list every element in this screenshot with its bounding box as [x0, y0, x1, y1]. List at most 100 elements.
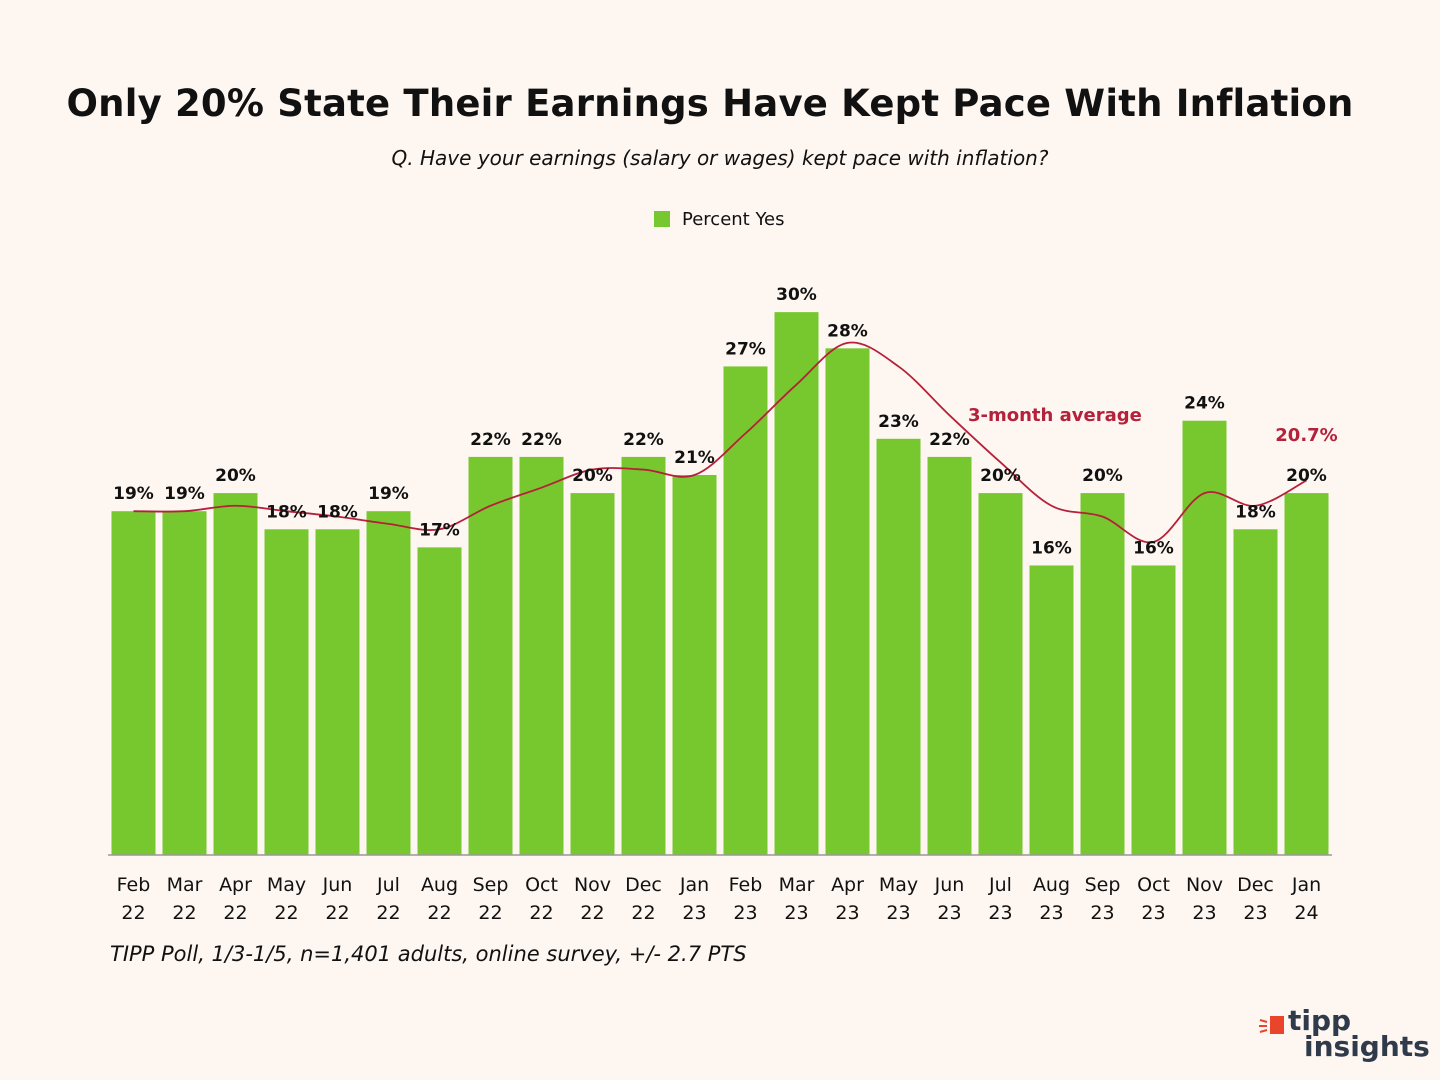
x-tick-month-5: Jul [376, 874, 400, 896]
bar-5 [366, 511, 411, 855]
bar-value-label-9: 20% [572, 466, 613, 486]
bar-4 [315, 529, 360, 855]
x-tick-month-21: Nov [1186, 874, 1223, 896]
x-tick-year-14: 23 [835, 902, 859, 924]
x-tick-month-15: May [879, 874, 918, 896]
x-tick-year-1: 22 [172, 902, 196, 924]
bar-value-label-5: 19% [368, 484, 409, 504]
bar-14 [825, 348, 870, 855]
x-tick-year-7: 22 [478, 902, 502, 924]
bar-value-label-19: 20% [1082, 466, 1123, 486]
bar-19 [1080, 493, 1125, 855]
x-tick-month-0: Feb [117, 874, 151, 896]
x-tick-month-7: Sep [473, 874, 509, 896]
bar-value-label-20: 16% [1133, 538, 1174, 558]
x-tick-year-23: 24 [1294, 902, 1318, 924]
x-tick-month-3: May [267, 874, 306, 896]
bar-value-label-21: 24% [1184, 394, 1225, 414]
x-tick-year-21: 23 [1192, 902, 1216, 924]
bar-value-label-3: 18% [266, 502, 307, 522]
x-tick-month-17: Jul [988, 874, 1012, 896]
x-tick-year-17: 23 [988, 902, 1012, 924]
bar-9 [570, 493, 615, 855]
x-tick-month-8: Oct [525, 874, 558, 896]
bar-value-label-10: 22% [623, 430, 664, 450]
x-tick-year-10: 22 [631, 902, 655, 924]
brand-mark-icon [1259, 1016, 1284, 1034]
x-tick-month-14: Apr [831, 874, 864, 896]
x-tick-year-22: 23 [1243, 902, 1267, 924]
bar-2 [213, 493, 258, 855]
bar-value-label-1: 19% [164, 484, 205, 504]
bar-20 [1131, 565, 1176, 855]
legend-swatch-percent-yes [654, 211, 670, 227]
x-tick-month-11: Jan [679, 874, 709, 896]
x-tick-month-19: Sep [1085, 874, 1121, 896]
x-tick-month-16: Jun [934, 874, 965, 896]
x-tick-year-18: 23 [1039, 902, 1063, 924]
bar-22 [1233, 529, 1278, 855]
x-tick-month-6: Aug [421, 874, 458, 896]
bar-23 [1284, 493, 1329, 855]
bar-15 [876, 438, 921, 855]
bar-value-label-13: 30% [776, 285, 817, 305]
x-tick-month-10: Dec [625, 874, 662, 896]
x-tick-month-13: Mar [779, 874, 815, 896]
x-tick-month-1: Mar [167, 874, 203, 896]
x-tick-year-6: 22 [427, 902, 451, 924]
bar-3 [264, 529, 309, 855]
bar-11 [672, 475, 717, 855]
average-line-label: 3-month average [968, 405, 1142, 426]
bar-value-label-14: 28% [827, 321, 868, 341]
x-tick-month-9: Nov [574, 874, 611, 896]
x-tick-year-2: 22 [223, 902, 247, 924]
bar-value-label-8: 22% [521, 430, 562, 450]
bar-value-label-18: 16% [1031, 538, 1072, 558]
bar-0 [111, 511, 156, 855]
bar-value-label-11: 21% [674, 448, 715, 468]
x-tick-year-9: 22 [580, 902, 604, 924]
x-tick-month-12: Feb [729, 874, 763, 896]
x-tick-year-15: 23 [886, 902, 910, 924]
x-tick-year-0: 22 [121, 902, 145, 924]
x-tick-month-18: Aug [1033, 874, 1070, 896]
bar-value-label-4: 18% [317, 502, 358, 522]
bar-13 [774, 312, 819, 856]
x-tick-year-4: 22 [325, 902, 349, 924]
chart-title: Only 20% State Their Earnings Have Kept … [66, 82, 1354, 125]
bar-18 [1029, 565, 1074, 855]
footnote: TIPP Poll, 1/3-1/5, n=1,401 adults, onli… [110, 942, 747, 966]
x-tick-year-12: 23 [733, 902, 757, 924]
bar-value-label-7: 22% [470, 430, 511, 450]
bar-6 [417, 547, 462, 855]
x-tick-month-22: Dec [1237, 874, 1274, 896]
x-tick-year-11: 23 [682, 902, 706, 924]
x-tick-year-19: 23 [1090, 902, 1114, 924]
x-tick-month-2: Apr [219, 874, 252, 896]
brand-word-insights: insights [1304, 1030, 1430, 1063]
x-tick-year-20: 23 [1141, 902, 1165, 924]
bar-1 [162, 511, 207, 855]
x-tick-year-5: 22 [376, 902, 400, 924]
bar-value-label-17: 20% [980, 466, 1021, 486]
average-end-value-label: 20.7% [1275, 425, 1337, 446]
bar-12 [723, 366, 768, 855]
x-tick-month-23: Jan [1291, 874, 1321, 896]
legend-label-percent-yes: Percent Yes [682, 208, 785, 230]
average-line [133, 341, 1307, 544]
legend: Percent Yes [654, 207, 785, 231]
bar-value-label-23: 20% [1286, 466, 1327, 486]
bar-value-label-22: 18% [1235, 502, 1276, 522]
x-tick-month-4: Jun [322, 874, 353, 896]
brand-word-tipp: tipp [1288, 1004, 1352, 1037]
bar-value-label-6: 17% [419, 520, 460, 540]
bar-16 [927, 456, 972, 855]
bar-17 [978, 493, 1023, 855]
x-tick-month-20: Oct [1137, 874, 1170, 896]
x-tick-year-16: 23 [937, 902, 961, 924]
x-tick-year-8: 22 [529, 902, 553, 924]
x-tick-year-3: 22 [274, 902, 298, 924]
x-tick-year-13: 23 [784, 902, 808, 924]
chart-subtitle: Q. Have your earnings (salary or wages) … [391, 146, 1049, 170]
